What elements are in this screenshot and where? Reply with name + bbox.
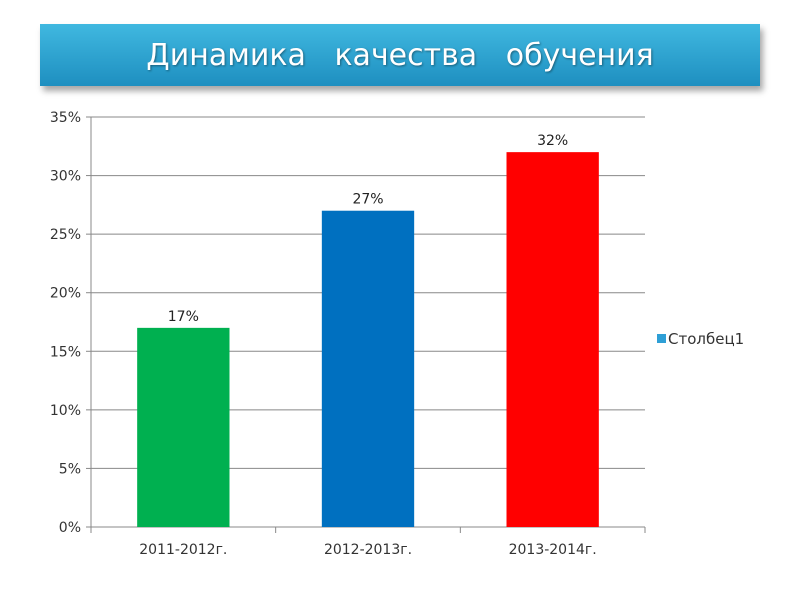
y-tick-label: 15%	[50, 344, 81, 360]
y-tick-label: 30%	[50, 169, 81, 185]
bar	[137, 327, 230, 527]
title-banner: Динамика качества обучения	[40, 24, 760, 86]
y-tick-label: 10%	[50, 403, 81, 419]
bar	[321, 210, 415, 527]
x-tick-label: 2013-2014г.	[509, 542, 597, 558]
y-tick-label: 35%	[50, 110, 81, 126]
x-tick-label: 2012-2013г.	[324, 542, 412, 558]
data-label: 27%	[352, 192, 383, 208]
x-tick-label: 2011-2012г.	[139, 542, 227, 558]
data-label: 17%	[168, 309, 199, 325]
legend-label: Столбец1	[668, 330, 744, 348]
chart-title: Динамика качества обучения	[146, 37, 654, 73]
y-tick-label: 5%	[59, 461, 81, 477]
legend-swatch	[657, 334, 666, 343]
y-tick-label: 0%	[59, 520, 81, 536]
bar	[506, 152, 599, 527]
data-label: 32%	[537, 133, 568, 149]
y-tick-label: 25%	[50, 227, 81, 243]
y-tick-label: 20%	[50, 286, 81, 302]
